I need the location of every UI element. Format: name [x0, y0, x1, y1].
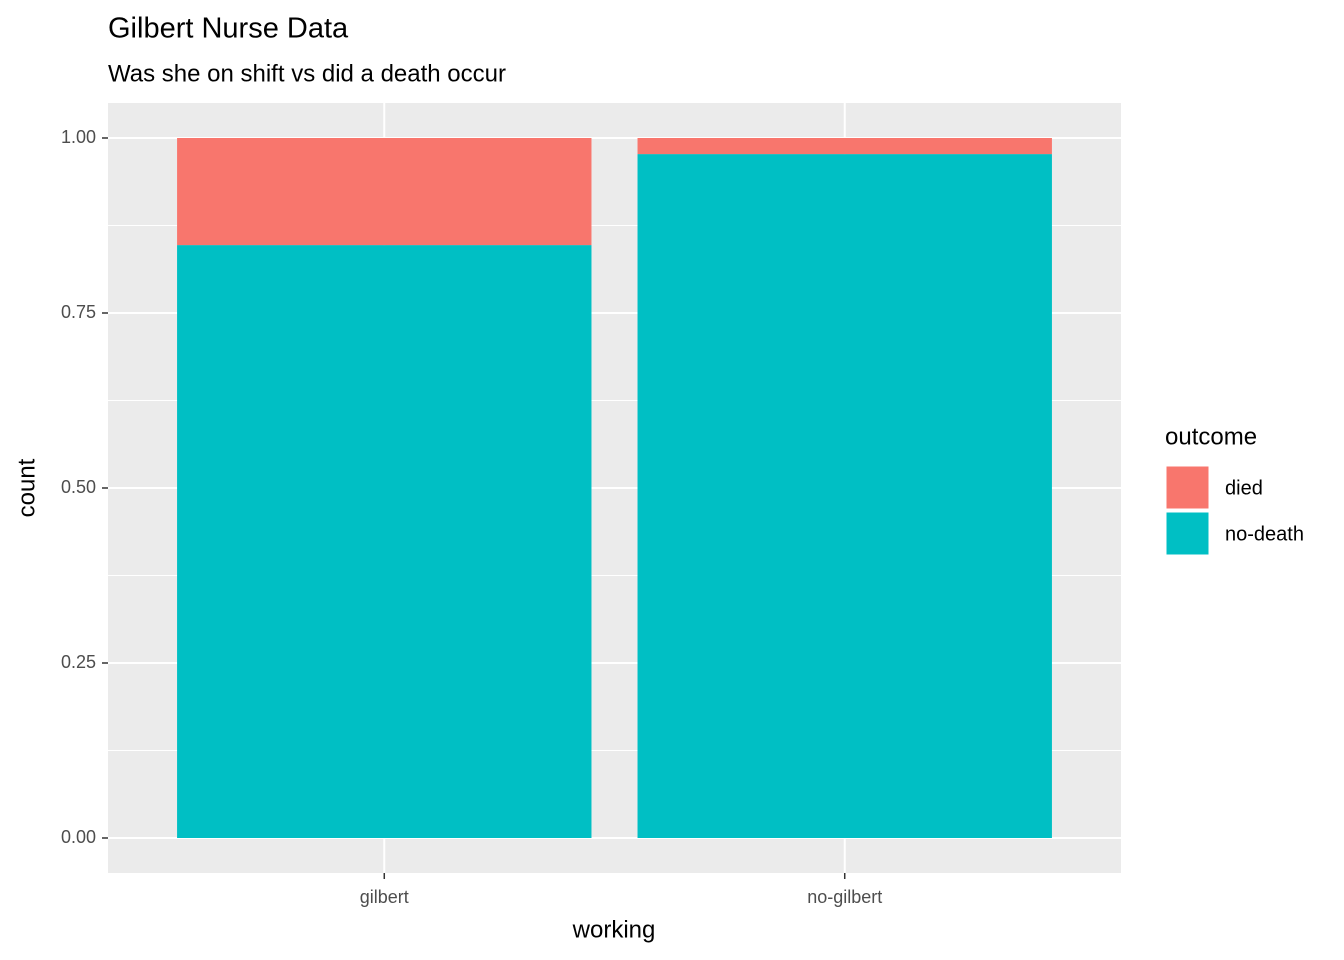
bar-segment	[177, 138, 592, 246]
legend-label: no-death	[1225, 523, 1304, 545]
y-tick-label: 0.50	[61, 477, 96, 497]
y-tick-label: 0.25	[61, 652, 96, 672]
bar-segment	[177, 245, 592, 839]
legend-key	[1165, 511, 1210, 556]
bar-segment	[637, 138, 1052, 155]
chart-subtitle: Was she on shift vs did a death occur	[108, 60, 506, 87]
y-tick-label: 1.00	[61, 127, 96, 147]
legend-title: outcome	[1165, 423, 1257, 450]
bar-segment	[637, 154, 1052, 839]
x-tick-label: no-gilbert	[807, 887, 882, 907]
y-axis-label: count	[13, 458, 40, 517]
x-axis-label: working	[572, 916, 656, 943]
legend-label: died	[1225, 477, 1263, 499]
legend-key	[1165, 465, 1210, 510]
y-tick-label: 0.75	[61, 302, 96, 322]
x-tick-label: gilbert	[360, 887, 409, 907]
chart-title: Gilbert Nurse Data	[108, 13, 349, 45]
y-tick-label: 0.00	[61, 827, 96, 847]
